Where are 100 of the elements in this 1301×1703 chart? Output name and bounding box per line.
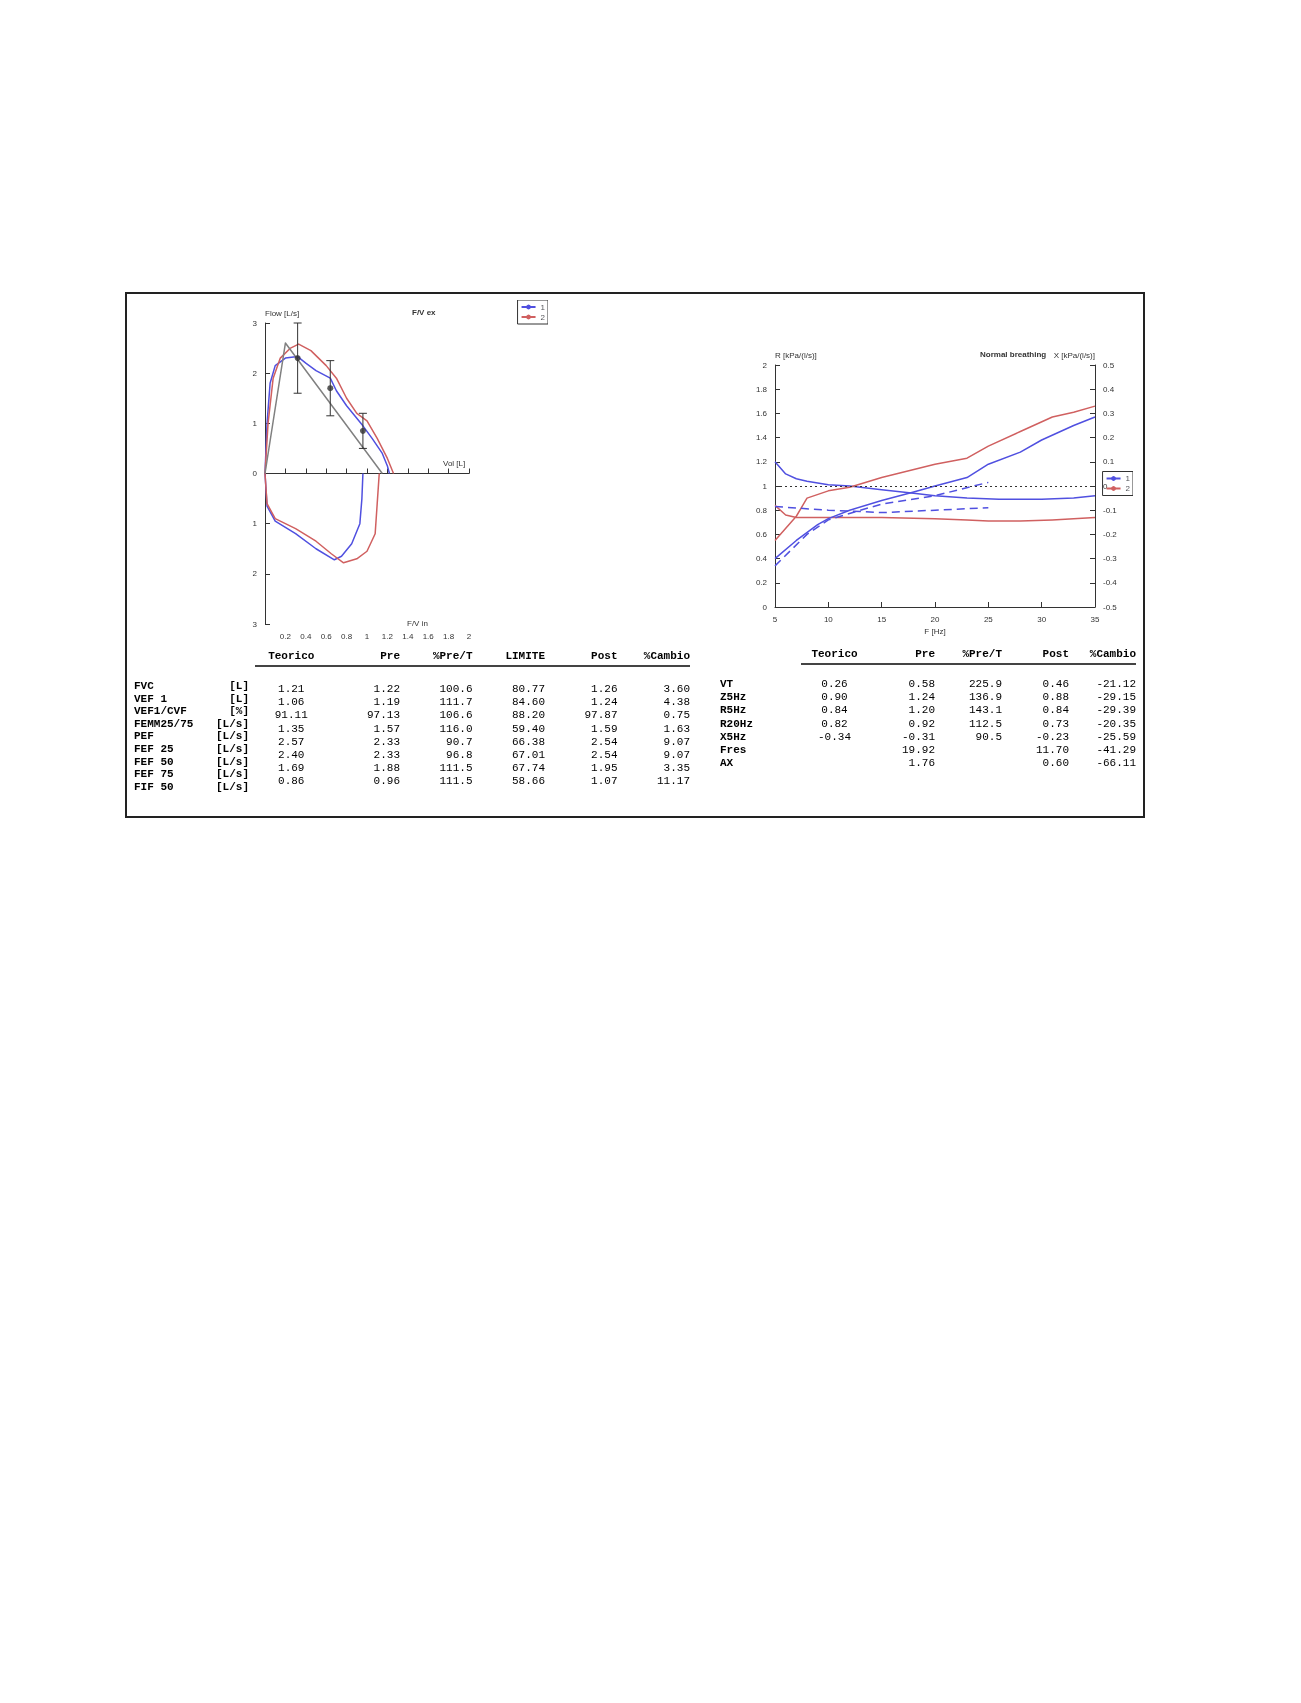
category-label: FEF 25	[134, 743, 174, 755]
y-axis-title: Flow [L/s]	[265, 308, 300, 318]
y2-tick-label: -0.3	[1103, 554, 1118, 564]
y2-tick-label: 0.2	[1103, 433, 1115, 443]
category-label: AX	[720, 757, 734, 770]
text: -0.34	[817, 730, 851, 743]
text: 66.38	[511, 735, 545, 748]
category-label: VT	[720, 678, 734, 690]
text: 136.9	[968, 691, 1002, 704]
category-label: Teorico	[267, 650, 316, 662]
text: 2.33	[373, 735, 400, 748]
text: 0.88	[1042, 691, 1069, 704]
text: 97.87	[584, 709, 618, 722]
category-label: VEF1/CVF	[134, 705, 187, 718]
y-axis-title: R [kPa/(l/s)]	[775, 350, 817, 360]
y-tick-label: 2	[252, 368, 258, 378]
y-tick-label: 3	[252, 619, 258, 629]
y-tick-label: 1.2	[755, 457, 768, 467]
category-label: X5Hz	[720, 730, 747, 743]
y-tick-label: 3	[252, 318, 258, 328]
text: 9.07	[663, 735, 690, 748]
text: 1.63	[663, 722, 690, 735]
text: 0.26	[821, 678, 848, 690]
category-label: LIMITE	[504, 650, 545, 662]
text: 80.77	[511, 683, 545, 695]
text: 0.90	[821, 691, 848, 704]
y-tick-label: 1	[252, 519, 258, 529]
text: 0.96	[373, 775, 400, 788]
point	[359, 427, 366, 434]
y-tick-label: 0	[252, 469, 258, 478]
y-tick-label: 1.6	[755, 408, 768, 418]
x-axis-title: Vol [L]	[443, 459, 466, 468]
text: 90.5	[975, 730, 1002, 743]
x-axis-title: F [Hz]	[924, 627, 946, 637]
category-label: Post	[590, 650, 618, 662]
text: -41.29	[1096, 744, 1136, 756]
point	[327, 385, 334, 392]
category-label: [L/s]	[215, 768, 249, 781]
category-label: FEF 75	[134, 768, 174, 781]
text: 2.57	[278, 735, 305, 748]
text: 90.7	[446, 735, 473, 748]
text: -0.23	[1035, 730, 1069, 743]
legend-label: 2	[1125, 484, 1131, 493]
category-label: R20Hz	[720, 717, 754, 730]
category-label: Post	[1041, 648, 1069, 660]
text: 4.38	[663, 696, 690, 709]
text: 143.1	[968, 704, 1002, 717]
text: 1.95	[591, 762, 618, 775]
text: 1.21	[278, 683, 305, 695]
category-label: %Pre/T	[431, 650, 473, 662]
x-tick-label: 1.4	[402, 631, 414, 641]
text: 97.13	[366, 709, 400, 722]
text: 111.5	[439, 762, 473, 775]
x-tick-label: 35	[1090, 614, 1100, 624]
text: 59.40	[511, 722, 545, 735]
text: -66.11	[1096, 757, 1136, 770]
text: 1.24	[591, 696, 618, 709]
text: 0.46	[1042, 678, 1069, 690]
text: 96.8	[446, 749, 473, 761]
x-tick-label: 5	[772, 614, 778, 624]
y2-tick-label: 0.1	[1103, 457, 1115, 467]
category-label: %Cambio	[642, 650, 690, 662]
x-tick-label: 1	[364, 631, 370, 641]
text: 1.76	[908, 757, 935, 770]
chart-title: F/V ex	[412, 307, 437, 317]
y2-axis-title: X [kPa/(l/s)]	[1053, 350, 1095, 360]
y-tick-label: 0.6	[755, 529, 768, 539]
text: 1.59	[591, 722, 618, 735]
category-label: Fres	[720, 744, 747, 756]
text: 1.26	[591, 683, 618, 695]
text: 0.73	[1042, 717, 1069, 730]
text: 2.54	[591, 749, 618, 761]
text: 1.22	[373, 683, 400, 695]
text: 1.35	[278, 722, 305, 735]
x-tick-label: 25	[983, 614, 994, 624]
y-tick-label: 1	[762, 481, 768, 491]
x-tick-label: 0.2	[279, 631, 292, 641]
category-label: FEMM25/75	[134, 717, 194, 730]
y-tick-label: 1.8	[755, 384, 768, 394]
text: 91.11	[274, 709, 308, 722]
text: 11.70	[1035, 744, 1069, 756]
text: 1.20	[908, 704, 935, 717]
text: 9.07	[663, 749, 690, 761]
category-label: [L]	[229, 680, 249, 692]
text: 3.35	[663, 762, 690, 775]
y-tick-label: 1	[252, 418, 258, 428]
text: -21.12	[1096, 678, 1136, 690]
y2-tick-label: 0.5	[1103, 360, 1115, 370]
text: -20.35	[1096, 717, 1136, 730]
text: 0.82	[821, 717, 848, 730]
y-tick-label: 0.2	[755, 578, 768, 588]
x-tick-label: 20	[930, 614, 940, 624]
y2-tick-label: -0.5	[1103, 602, 1118, 612]
category-label: Pre	[914, 648, 935, 660]
text: -25.59	[1096, 730, 1136, 743]
x-tick-label: 0.8	[341, 631, 353, 641]
legend-label: 2	[540, 312, 546, 322]
text: 0.75	[663, 709, 690, 722]
x-tick-label: 0.4	[300, 631, 312, 641]
text: 1.57	[373, 722, 400, 735]
